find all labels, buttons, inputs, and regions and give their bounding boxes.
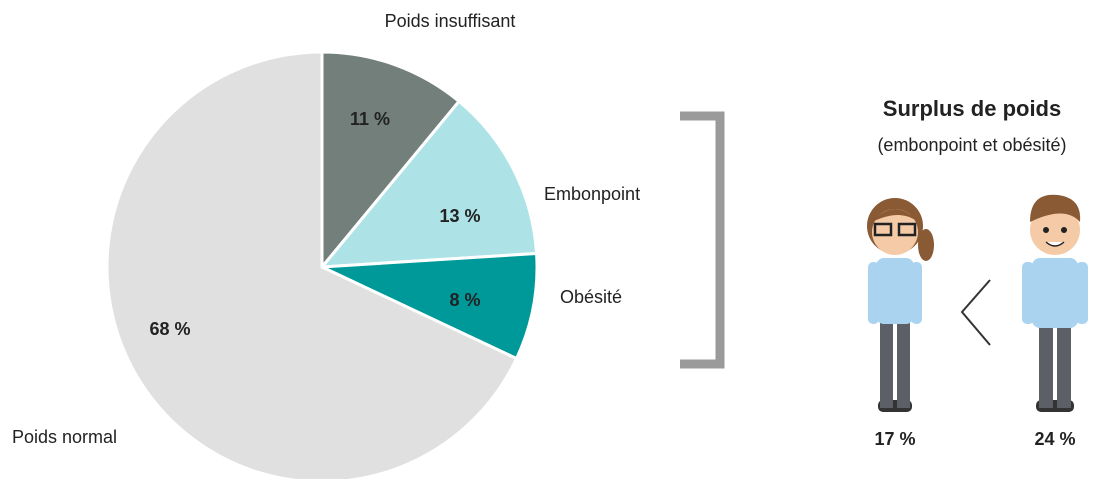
woman-figure	[867, 198, 934, 412]
category-label: Obésité	[560, 287, 622, 307]
surplus-subtitle: (embonpoint et obésité)	[877, 135, 1066, 155]
woman-value: 17 %	[874, 429, 915, 449]
category-label: Poids insuffisant	[385, 11, 516, 31]
man-value: 24 %	[1034, 429, 1075, 449]
man-figure	[1022, 195, 1088, 412]
value-label: 8 %	[449, 290, 480, 310]
surplus-title: Surplus de poids	[883, 96, 1061, 121]
infographic: Surplus de poids (embonpoint et obésité)…	[0, 0, 1106, 479]
bracket	[680, 116, 720, 364]
value-label: 68 %	[149, 319, 190, 339]
value-label: 13 %	[439, 206, 480, 226]
category-label: Embonpoint	[544, 184, 640, 204]
value-label: 11 %	[350, 109, 390, 129]
category-label: Poids normal	[12, 427, 117, 447]
less-than-sign	[962, 280, 990, 345]
